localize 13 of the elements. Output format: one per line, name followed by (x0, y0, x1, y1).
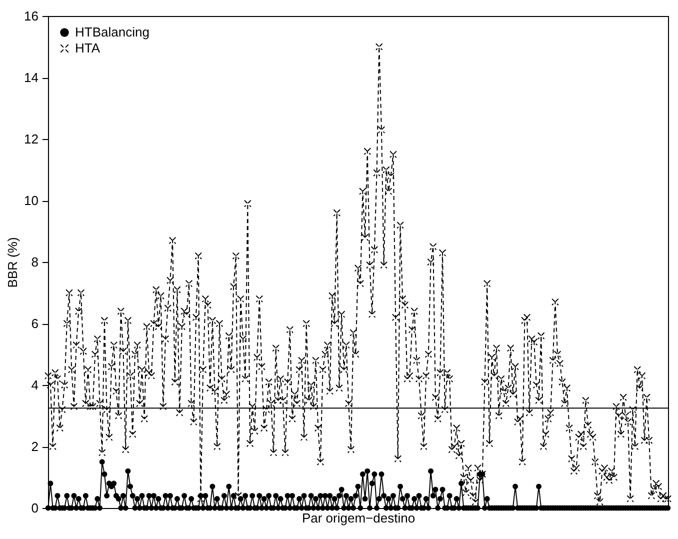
y-tick-label: 12 (24, 132, 38, 146)
y-tick-label: 0 (31, 500, 38, 516)
y-axis-title: BBR (%) (5, 237, 20, 288)
y-tick-label: 2 (31, 439, 38, 454)
x-axis-title: Par origem−destino (302, 510, 416, 526)
y-tick-label: 14 (24, 70, 38, 85)
y-tick-label: 10 (24, 193, 38, 208)
y-tick-label: 4 (31, 378, 38, 392)
y-tick-label: 6 (31, 316, 38, 331)
y-tick-label: 8 (31, 254, 38, 270)
legend-label: HTA (75, 40, 100, 56)
y-tick-label: 16 (24, 8, 38, 24)
legend-label: HTBalancing (75, 24, 150, 40)
